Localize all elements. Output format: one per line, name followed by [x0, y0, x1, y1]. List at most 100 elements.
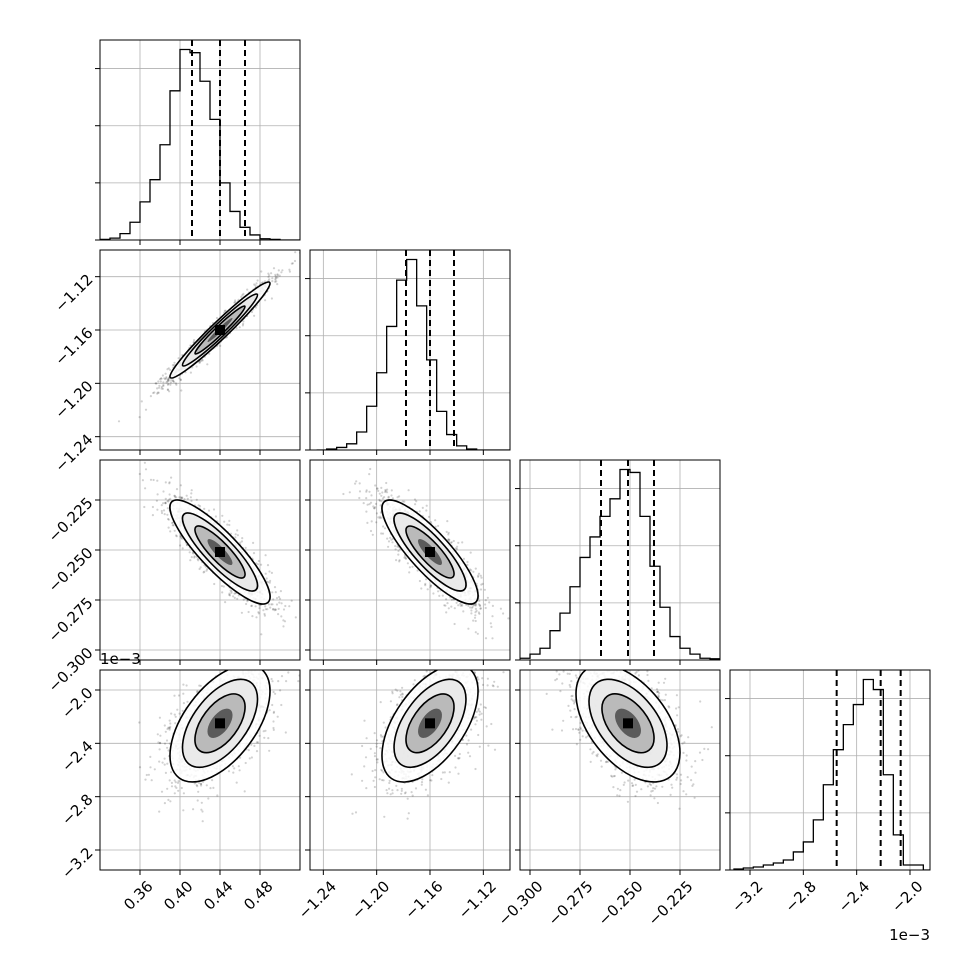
sample-point	[143, 505, 146, 509]
sample-point	[189, 371, 192, 374]
sample-point	[416, 569, 419, 572]
sample-point	[479, 574, 482, 577]
sample-point	[206, 363, 209, 366]
sample-point	[212, 508, 216, 511]
sample-point	[156, 508, 159, 511]
sample-point	[373, 507, 376, 510]
sample-point	[443, 604, 446, 607]
sample-point	[201, 359, 204, 362]
sample-point	[179, 378, 182, 381]
sample-point	[179, 535, 182, 538]
sample-point	[275, 280, 278, 283]
sample-point	[228, 593, 231, 597]
sample-point	[167, 518, 170, 521]
sample-point	[223, 520, 226, 523]
sample-point	[143, 461, 146, 464]
histogram-step	[100, 48, 300, 240]
sample-point	[257, 611, 260, 614]
sample-point	[205, 569, 208, 572]
scatter-2-1	[342, 467, 510, 640]
sample-point	[406, 562, 409, 565]
sample-point	[200, 359, 203, 363]
sample-point	[429, 521, 433, 524]
sample-point	[470, 569, 473, 572]
sample-point	[479, 588, 483, 591]
sample-point	[215, 316, 219, 320]
sample-point	[479, 604, 482, 608]
sample-point	[195, 365, 198, 368]
sample-point	[171, 521, 174, 525]
sample-point	[288, 605, 291, 608]
sample-point	[280, 271, 283, 274]
sample-point	[222, 585, 225, 588]
sample-point	[240, 611, 243, 614]
sample-point	[276, 273, 279, 276]
sample-point	[378, 499, 381, 502]
panel-frame	[309, 249, 511, 451]
sample-point	[149, 478, 153, 481]
sample-point	[198, 567, 201, 571]
sample-point	[228, 594, 232, 597]
sample-point	[230, 590, 233, 593]
sample-point	[165, 381, 168, 384]
sample-point	[189, 559, 192, 562]
sample-point	[166, 383, 169, 386]
sample-point	[223, 309, 226, 312]
sample-point	[395, 559, 398, 562]
sample-point	[365, 497, 368, 500]
sample-point	[175, 534, 178, 537]
sample-point	[151, 505, 154, 509]
sample-point	[470, 612, 473, 615]
sample-point	[396, 545, 399, 548]
sample-point	[167, 367, 170, 370]
sample-point	[291, 262, 294, 265]
sample-point	[354, 482, 357, 485]
sample-point	[274, 278, 277, 281]
sample-point	[141, 479, 144, 482]
sample-point	[390, 494, 393, 497]
sample-point	[277, 269, 280, 272]
sample-point	[168, 493, 171, 496]
sample-point	[397, 549, 400, 553]
sample-point	[421, 506, 424, 509]
sample-point	[415, 500, 418, 503]
sample-point	[294, 251, 297, 254]
sample-point	[374, 506, 377, 509]
sample-point	[255, 616, 258, 619]
sample-point	[380, 486, 383, 489]
sample-point	[273, 586, 277, 589]
sample-point	[390, 489, 393, 492]
sample-point	[432, 592, 435, 595]
sample-point	[387, 540, 391, 543]
sample-point	[200, 782, 203, 785]
sample-point	[144, 468, 148, 471]
sample-point	[479, 607, 482, 610]
density-peak	[215, 325, 225, 335]
sample-point	[472, 619, 475, 622]
sample-point	[274, 273, 277, 276]
sample-point	[269, 606, 272, 609]
sample-point	[163, 377, 166, 380]
sample-point	[276, 283, 279, 286]
sample-point	[477, 611, 480, 614]
sample-point	[414, 503, 417, 506]
sample-point	[429, 584, 432, 587]
sample-point	[425, 504, 428, 507]
sample-point	[371, 533, 374, 536]
histogram-step	[316, 258, 510, 450]
sample-point	[398, 559, 401, 562]
sample-point	[478, 612, 481, 615]
sample-point	[403, 556, 406, 559]
panel-frame	[99, 39, 301, 241]
sample-point	[193, 555, 196, 558]
sample-point	[260, 270, 263, 273]
sample-point	[373, 507, 376, 510]
sample-point	[387, 496, 390, 499]
density-peak	[425, 547, 435, 557]
sample-point	[459, 604, 462, 607]
sample-point	[282, 625, 285, 628]
sample-point	[167, 526, 170, 529]
sample-point	[167, 379, 171, 382]
sample-point	[253, 314, 256, 317]
sample-point	[380, 516, 383, 519]
